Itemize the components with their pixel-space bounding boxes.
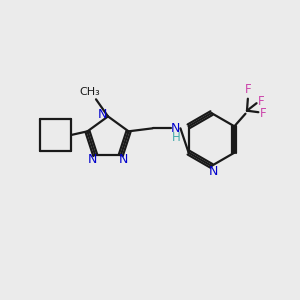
Text: F: F [258, 95, 264, 108]
Text: H: H [172, 131, 180, 144]
Text: F: F [260, 107, 266, 120]
Text: N: N [170, 122, 180, 135]
Text: CH₃: CH₃ [80, 87, 100, 98]
Text: F: F [245, 83, 252, 96]
Text: N: N [119, 153, 128, 166]
Text: N: N [98, 108, 107, 122]
Text: N: N [88, 153, 97, 166]
Text: N: N [208, 165, 218, 178]
